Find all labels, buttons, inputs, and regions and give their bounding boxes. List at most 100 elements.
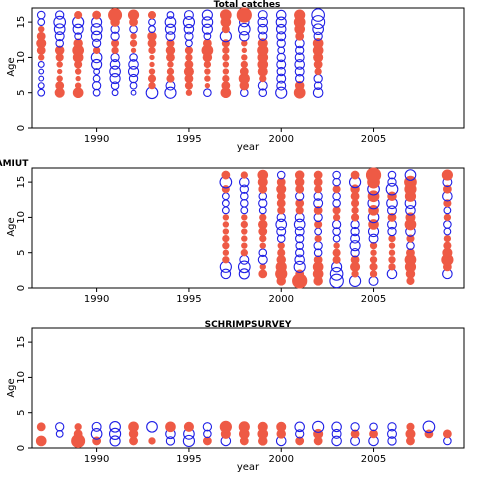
bubble-positive [240,220,248,229]
bubble-positive [127,9,140,21]
bubble-negative [331,435,342,447]
bubble-positive [73,38,83,49]
bubble-negative [92,74,101,83]
x-tick-label: 2000 [269,134,294,145]
y-tick-label: 0 [16,125,27,131]
bubble-positive [350,170,360,180]
bubble-positive [35,435,47,447]
bubble-positive [222,221,230,228]
bubble-positive [257,38,268,49]
bubble-positive [147,31,157,41]
bubble-negative [202,422,213,432]
bubble-negative [294,66,305,77]
bubble-negative [53,15,67,29]
bubble-negative [55,10,65,20]
bubble-positive [313,255,323,265]
bubble-positive [443,241,452,250]
bubble-positive [241,242,248,249]
bubble-positive [202,436,212,446]
bubble-negative [128,59,139,70]
bubble-positive [74,11,83,20]
bubble-positive [148,46,156,55]
bubble-positive [222,256,230,264]
bubble-positive [365,167,382,183]
bubble-negative [129,24,138,34]
bubble-negative [109,73,121,85]
bubble-negative [55,38,64,48]
bubble-positive [350,429,360,439]
bubble-negative [184,31,194,41]
bubble-negative [183,10,194,21]
bubble-positive [369,262,378,271]
bubble-negative [294,59,305,70]
bubble-negative [203,88,212,98]
bubble-positive [92,10,102,20]
bubble-negative [275,86,288,99]
bubble-positive [443,213,452,222]
panel-schrimpsurvey: SCHRIMPSURVEY Age year 1990 1995 2000 2005 0… [6,320,465,473]
bubble-positive [167,61,174,68]
bubble-positive [388,242,396,249]
bubble-negative [109,65,121,78]
bubble-positive [443,199,452,208]
bubble-positive [222,249,230,256]
y-axis-label: Age [6,378,17,397]
bubble-negative [164,23,177,35]
bubble-negative [276,170,286,180]
y-tick-label: 10 [16,371,27,384]
bubble-negative [313,31,323,41]
bubble-negative [275,218,288,231]
bubble-negative [36,10,46,20]
bubble-negative [277,46,286,55]
bubble-negative [237,22,251,36]
bubble-negative [331,428,342,439]
bubble-negative [91,38,102,48]
bubble-negative [203,32,212,41]
bubble-negative [258,198,268,208]
bubble-positive [128,421,139,433]
bubble-negative [91,80,102,91]
bubble-positive [130,47,137,54]
bubble-negative [91,58,103,71]
bubble-positive [406,234,415,243]
bubble-positive [314,234,322,243]
bubble-positive [332,213,341,222]
bubble-positive [204,82,211,89]
bubble-positive [406,248,415,258]
bubble-positive [222,46,230,55]
bubble-negative [165,436,176,446]
bubble-negative [276,73,287,84]
bubble-positive [370,249,377,256]
bubble-negative [111,89,119,97]
bubble-negative [239,184,249,194]
bubble-negative [387,436,397,446]
bubble-negative [276,66,286,77]
bubble-positive [442,429,452,439]
bubble-positive [239,67,249,76]
bubble-negative [295,233,305,244]
bubble-negative [258,248,268,258]
bubble-positive [257,169,269,181]
bubble-negative [221,199,230,208]
bubble-negative [201,16,214,28]
bubble-negative [240,198,249,208]
y-tick-label: 5 [16,410,27,416]
bubble-negative [108,427,122,440]
bubble-positive [240,60,248,69]
bubble-negative [332,198,341,208]
bubble-negative [37,18,46,27]
bubble-positive [387,213,397,222]
bubble-positive [222,241,230,250]
bubble-negative [312,23,325,36]
bubble-positive [277,248,286,257]
bubble-negative [109,435,121,447]
plot-frame [31,7,465,129]
bubble-positive [202,38,212,48]
bubble-negative [129,53,138,62]
bubble-negative [386,268,398,280]
bubble-positive [294,170,305,180]
bubble-positive [424,429,434,439]
bubble-negative [38,68,45,75]
bubble-positive [351,199,360,208]
